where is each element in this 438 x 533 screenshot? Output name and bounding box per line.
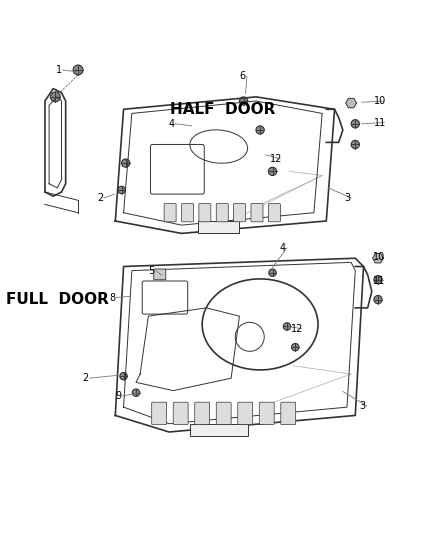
Circle shape: [240, 97, 248, 105]
FancyBboxPatch shape: [195, 402, 210, 425]
Circle shape: [256, 126, 264, 134]
Text: 12: 12: [270, 154, 282, 164]
Text: 2: 2: [82, 373, 88, 383]
Polygon shape: [373, 254, 383, 263]
Text: 3: 3: [360, 401, 366, 411]
FancyBboxPatch shape: [259, 402, 274, 425]
Text: 4: 4: [168, 119, 174, 129]
Circle shape: [121, 159, 130, 167]
FancyBboxPatch shape: [164, 204, 176, 222]
FancyBboxPatch shape: [198, 221, 240, 233]
FancyBboxPatch shape: [216, 204, 228, 222]
Text: 8: 8: [110, 293, 116, 303]
Circle shape: [268, 167, 277, 175]
Text: 3: 3: [344, 193, 350, 203]
Circle shape: [50, 92, 60, 102]
Text: 10: 10: [373, 253, 385, 262]
Circle shape: [351, 119, 360, 128]
FancyBboxPatch shape: [233, 204, 246, 222]
Text: 1: 1: [56, 65, 62, 75]
Circle shape: [283, 323, 291, 330]
Circle shape: [132, 389, 140, 397]
FancyBboxPatch shape: [216, 402, 231, 425]
FancyBboxPatch shape: [238, 402, 253, 425]
Text: FULL  DOOR: FULL DOOR: [6, 292, 109, 307]
Text: 10: 10: [374, 96, 386, 106]
Circle shape: [269, 269, 276, 277]
FancyBboxPatch shape: [154, 269, 166, 280]
FancyBboxPatch shape: [181, 204, 194, 222]
Text: 6: 6: [240, 71, 246, 81]
Text: 2: 2: [97, 193, 103, 203]
FancyBboxPatch shape: [251, 204, 263, 222]
Circle shape: [292, 343, 299, 351]
Text: 11: 11: [374, 117, 386, 127]
Text: 12: 12: [291, 324, 304, 334]
Text: 9: 9: [116, 391, 122, 401]
Circle shape: [120, 373, 127, 380]
Circle shape: [374, 295, 382, 304]
FancyBboxPatch shape: [268, 204, 280, 222]
FancyBboxPatch shape: [199, 204, 211, 222]
FancyBboxPatch shape: [190, 424, 248, 436]
Circle shape: [73, 65, 83, 75]
FancyBboxPatch shape: [152, 402, 166, 425]
Text: 4: 4: [280, 243, 286, 253]
FancyBboxPatch shape: [281, 402, 296, 425]
Polygon shape: [346, 99, 357, 108]
Circle shape: [118, 186, 125, 193]
Text: 11: 11: [373, 276, 385, 286]
Text: 5: 5: [148, 265, 155, 276]
FancyBboxPatch shape: [173, 402, 188, 425]
Circle shape: [374, 276, 382, 284]
Text: HALF  DOOR: HALF DOOR: [170, 102, 276, 117]
Circle shape: [351, 140, 360, 149]
